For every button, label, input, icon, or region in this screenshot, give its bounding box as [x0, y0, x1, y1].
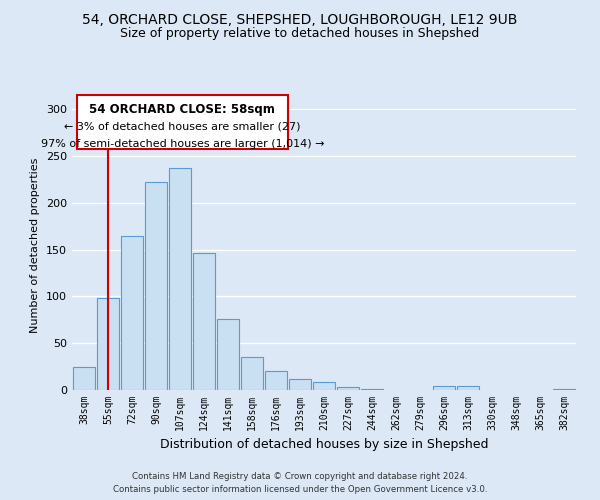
- Bar: [241, 358, 263, 390]
- Bar: [97, 298, 119, 390]
- Bar: [73, 366, 95, 390]
- Bar: [361, 389, 383, 390]
- Text: Contains HM Land Registry data © Crown copyright and database right 2024.
Contai: Contains HM Land Registry data © Crown c…: [113, 472, 487, 494]
- Text: 54 ORCHARD CLOSE: 58sqm: 54 ORCHARD CLOSE: 58sqm: [89, 103, 275, 116]
- Text: ← 3% of detached houses are smaller (27): ← 3% of detached houses are smaller (27): [64, 122, 301, 132]
- Bar: [265, 372, 287, 390]
- FancyBboxPatch shape: [77, 96, 288, 148]
- X-axis label: Distribution of detached houses by size in Shepshed: Distribution of detached houses by size …: [160, 438, 488, 452]
- Bar: [289, 379, 311, 390]
- Bar: [217, 319, 239, 390]
- Bar: [457, 386, 479, 390]
- Bar: [145, 182, 167, 390]
- Bar: [193, 254, 215, 390]
- Bar: [313, 382, 335, 390]
- Text: Size of property relative to detached houses in Shepshed: Size of property relative to detached ho…: [121, 28, 479, 40]
- Bar: [169, 168, 191, 390]
- Bar: [433, 386, 455, 390]
- Y-axis label: Number of detached properties: Number of detached properties: [31, 158, 40, 332]
- Text: 97% of semi-detached houses are larger (1,014) →: 97% of semi-detached houses are larger (…: [41, 140, 324, 149]
- Text: 54, ORCHARD CLOSE, SHEPSHED, LOUGHBOROUGH, LE12 9UB: 54, ORCHARD CLOSE, SHEPSHED, LOUGHBOROUG…: [82, 12, 518, 26]
- Bar: [121, 236, 143, 390]
- Bar: [553, 389, 575, 390]
- Bar: [337, 387, 359, 390]
